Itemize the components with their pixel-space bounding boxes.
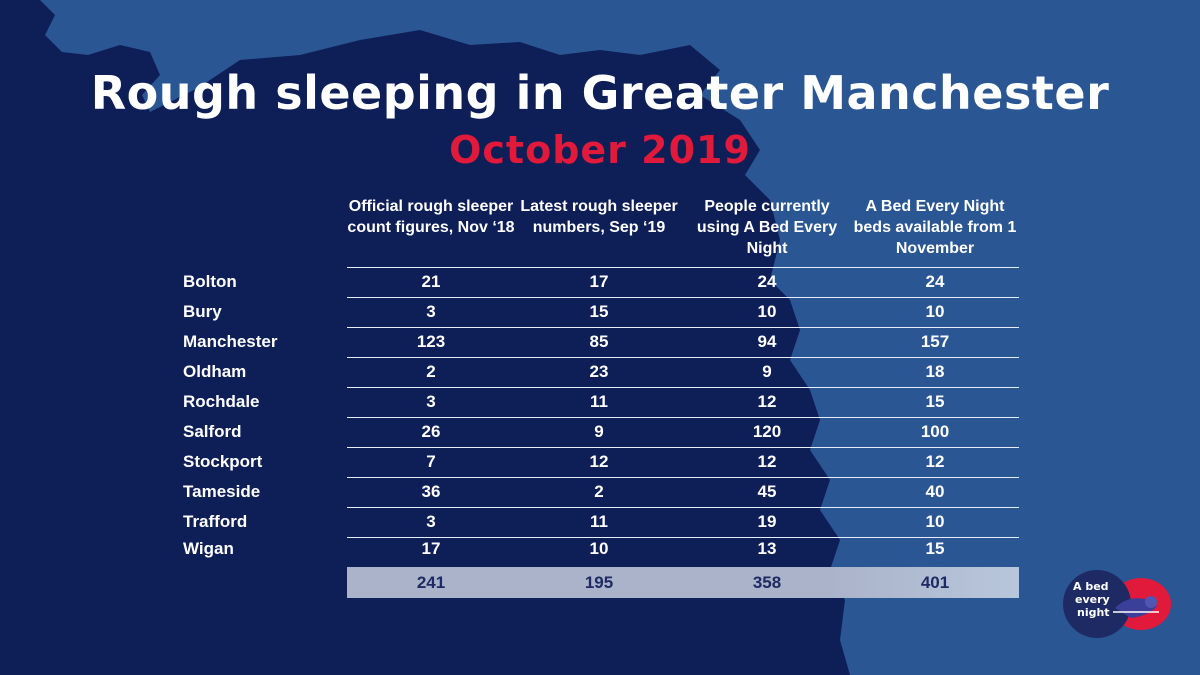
total-cell: 358: [752, 573, 782, 592]
row-label: Bury: [183, 302, 222, 321]
table-cell: 9: [762, 362, 772, 381]
column-header-1: Official rough sleeper count figures, No…: [347, 198, 515, 236]
table-divider: [347, 297, 1019, 298]
table-divider: [347, 447, 1019, 448]
page-title: Rough sleeping in Greater Manchester: [90, 66, 1110, 120]
table-cell: 11: [590, 512, 608, 531]
table-cell: 21: [421, 272, 441, 291]
totals-row: [347, 567, 1019, 598]
table-cell: 3: [426, 512, 436, 531]
table-cell: 11: [590, 392, 608, 411]
table-cell: 157: [920, 332, 950, 351]
table-cell: 100: [920, 422, 950, 441]
row-label: Bolton: [183, 272, 237, 291]
table-cell: 85: [589, 332, 609, 351]
table-cell: 120: [752, 422, 782, 441]
table-cell: 12: [757, 392, 777, 411]
table-cell: 24: [925, 272, 945, 291]
table-cell: 15: [589, 302, 609, 321]
table-cell: 9: [594, 422, 604, 441]
table-cell: 12: [757, 452, 777, 471]
total-cell: 241: [416, 573, 446, 592]
table-cell: 7: [426, 452, 436, 471]
table-cell: 23: [589, 362, 609, 381]
table-cell: 10: [925, 512, 945, 531]
table-cell: 17: [421, 539, 441, 558]
row-label: Manchester: [183, 332, 278, 351]
table-cell: 36: [421, 482, 441, 501]
row-label: Oldham: [183, 362, 247, 381]
table-cell: 13: [757, 539, 777, 558]
sleeping-figure-icon: [1113, 596, 1159, 618]
table-cell: 17: [589, 272, 609, 291]
table-cell: 10: [925, 302, 945, 321]
table-cell: 45: [757, 482, 777, 501]
table-divider: [347, 387, 1019, 388]
row-label: Rochdale: [183, 392, 260, 411]
table-cell: 15: [925, 539, 945, 558]
table-cell: 18: [925, 362, 945, 381]
table-cell: 123: [416, 332, 446, 351]
row-label: Tameside: [183, 482, 261, 501]
table-divider: [347, 537, 1019, 538]
logo-text-line-3: night: [1077, 606, 1110, 619]
column-header-2: Latest rough sleeper numbers, Sep ‘19: [520, 198, 678, 236]
table-divider: [347, 327, 1019, 328]
row-label: Wigan: [183, 539, 234, 558]
logo-text-line-1: A bed: [1073, 580, 1109, 593]
table-divider: [347, 267, 1019, 268]
table-cell: 40: [925, 482, 945, 501]
table-cell: 12: [589, 452, 609, 471]
table-divider: [347, 507, 1019, 508]
row-label: Stockport: [183, 452, 263, 471]
a-bed-every-night-logo: A bed every night: [1063, 570, 1171, 638]
table-cell: 3: [426, 302, 436, 321]
total-cell: 401: [920, 573, 950, 592]
table-cell: 94: [757, 332, 777, 351]
table-cell: 15: [925, 392, 945, 411]
table-cell: 26: [421, 422, 441, 441]
table-cell: 19: [757, 512, 777, 531]
column-header-4: A Bed Every Night beds available from 1 …: [853, 198, 1017, 257]
table-cell: 2: [594, 482, 604, 501]
total-cell: 195: [584, 573, 614, 592]
row-label: Trafford: [183, 512, 248, 531]
table-divider: [347, 477, 1019, 478]
logo-text-line-2: every: [1075, 593, 1110, 606]
table-cell: 3: [426, 392, 436, 411]
column-header-3: People currently using A Bed Every Night: [696, 198, 838, 257]
table-cell: 12: [925, 452, 945, 471]
table-cell: 10: [589, 539, 609, 558]
page-subtitle: October 2019: [449, 128, 751, 172]
table-cell: 10: [757, 302, 777, 321]
table-divider: [347, 357, 1019, 358]
table-cell: 2: [426, 362, 436, 381]
row-label: Salford: [183, 422, 242, 441]
table-divider: [347, 417, 1019, 418]
table-cell: 24: [757, 272, 777, 291]
